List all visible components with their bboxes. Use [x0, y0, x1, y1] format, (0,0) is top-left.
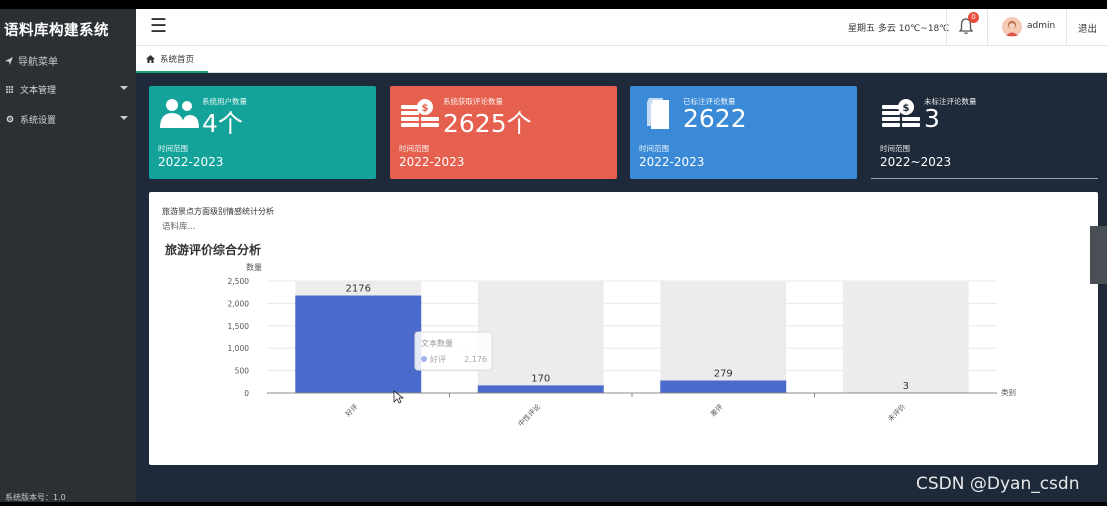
stat-card-unlabeled: $ 未标注评论数量 3 时间范围 2022~2023: [871, 86, 1098, 179]
nav-menu-title: 导航菜单: [5, 53, 58, 68]
tab-home[interactable]: 系统首页: [136, 46, 208, 73]
x-tick-label: 好评: [343, 402, 359, 418]
svg-text:$: $: [903, 103, 910, 114]
tooltip-value: 2,176: [464, 355, 487, 364]
data-label: 170: [531, 373, 550, 384]
card-value: 2625个: [443, 109, 532, 138]
gear-icon: [6, 115, 14, 123]
card-label: 已标注评论数量: [683, 97, 736, 106]
bar-chart: 旅游评价综合分析 数量 类别 0 500 1,000 1,500 2,000 2,500 2…: [165, 242, 1016, 428]
card-range: 2022-2023: [639, 155, 705, 169]
sidebar-item-label: 系统设置: [20, 115, 57, 126]
stat-card-comments: $ 系统获取评论数量 2625个 时间范围 2022-2023: [390, 86, 617, 179]
card-label: 未标注评论数量: [924, 97, 977, 106]
hamburger-icon[interactable]: ☰: [150, 15, 168, 37]
y-tick-label: 2,000: [228, 299, 250, 308]
background-bar: [660, 281, 787, 393]
chevron-down-icon: [120, 86, 128, 90]
card-value: 3: [924, 104, 940, 133]
y-tick-label: 2,500: [228, 277, 250, 286]
sidebar-item-text-management[interactable]: 文本管理: [0, 78, 136, 100]
tooltip-marker: [421, 356, 427, 362]
sidebar: 语料库构建系统 导航菜单 文本管理 系统设置 系统版本号：1.0: [0, 9, 136, 502]
background-bar: [477, 281, 604, 393]
card-range: 2022~2023: [880, 155, 952, 169]
data-label: 279: [714, 369, 733, 380]
header: ☰ 星期五 多云 10℃~18℃ 0 admin 退出: [136, 9, 1107, 46]
header-divider: [1066, 9, 1067, 46]
home-icon: [146, 54, 155, 63]
data-label: 2176: [346, 284, 371, 295]
background-bar: [842, 281, 969, 393]
top-bezel: [0, 0, 1107, 9]
panel-subtitle-2: 语料库...: [162, 222, 196, 232]
stat-card-users: 系统用户数量 4个 时间范围 2022-2023: [149, 86, 376, 179]
tooltip-category: 好评: [430, 354, 446, 364]
y-axis-label: 数量: [246, 262, 262, 272]
sidebar-item-label: 文本管理: [20, 85, 57, 96]
header-divider: [987, 9, 988, 46]
card-range-label: 时间范围: [880, 144, 910, 153]
card-range: 2022-2023: [158, 155, 224, 169]
chart-title: 旅游评价综合分析: [165, 242, 261, 257]
avatar[interactable]: [1002, 17, 1022, 37]
chevron-down-icon: [120, 116, 128, 120]
watermark: CSDN @Dyan_csdn: [916, 474, 1080, 494]
tooltip-title: 文本数量: [421, 338, 453, 348]
x-tick-label: 中性评论: [516, 402, 542, 428]
send-icon: [5, 56, 13, 65]
x-axis-label: 类别: [1001, 387, 1016, 397]
card-range-label: 时间范围: [158, 144, 188, 153]
weather-info: 星期五 多云 10℃~18℃: [848, 24, 950, 34]
svg-text:$: $: [422, 103, 429, 114]
chart-panel: 旅游景点方面级别情感统计分析 语料库... 旅游评价综合分析 数量 类别 0 50…: [149, 192, 1098, 465]
tab-label: 系统首页: [160, 54, 195, 65]
bar: [477, 385, 604, 393]
card-range-label: 时间范围: [399, 144, 429, 153]
data-label: 3: [903, 381, 909, 392]
y-tick-label: 1,000: [228, 344, 250, 353]
card-value: 4个: [202, 109, 243, 138]
tab-bar: 系统首页: [136, 46, 1107, 73]
cursor-icon: [393, 390, 405, 404]
side-drawer-handle[interactable]: [1090, 226, 1107, 284]
documents-icon: [647, 98, 669, 129]
bar: [660, 380, 787, 393]
x-tick-label: 未评价: [886, 402, 907, 423]
coins-icon: $: [401, 99, 439, 127]
x-tick-label: 差评: [708, 402, 724, 418]
app-title: 语料库构建系统: [4, 23, 109, 39]
card-label: 系统用户数量: [202, 97, 247, 106]
notification-badge: 0: [968, 12, 979, 23]
username[interactable]: admin: [1027, 21, 1056, 31]
bottom-bezel: [0, 502, 1107, 506]
tooltip-box: [414, 331, 493, 371]
sidebar-item-system-settings[interactable]: 系统设置: [0, 108, 136, 130]
card-value: 2622: [683, 104, 747, 133]
coins-icon: $: [882, 99, 920, 127]
panel-subtitle: 旅游景点方面级别情感统计分析: [162, 207, 274, 216]
user-avatar-icon: [1006, 21, 1018, 36]
y-tick-label: 1,500: [228, 322, 250, 331]
card-range: 2022-2023: [399, 155, 465, 169]
bar: [295, 295, 422, 393]
version-label: 系统版本号：1.0: [5, 493, 66, 502]
main-content: 系统用户数量 4个 时间范围 2022-2023 $ 系统获取评论数量 2625…: [136, 73, 1107, 502]
logout-link[interactable]: 退出: [1078, 24, 1098, 35]
grid-icon: [6, 85, 14, 93]
card-range-label: 时间范围: [639, 144, 669, 153]
nav-menu-label: 导航菜单: [18, 57, 58, 68]
y-tick-label: 0: [244, 389, 249, 398]
card-label: 系统获取评论数量: [443, 97, 503, 106]
stat-card-labeled: 已标注评论数量 2622 时间范围 2022-2023: [630, 86, 857, 179]
users-icon: [160, 99, 199, 128]
y-tick-label: 500: [235, 367, 250, 376]
header-divider: [946, 9, 947, 46]
